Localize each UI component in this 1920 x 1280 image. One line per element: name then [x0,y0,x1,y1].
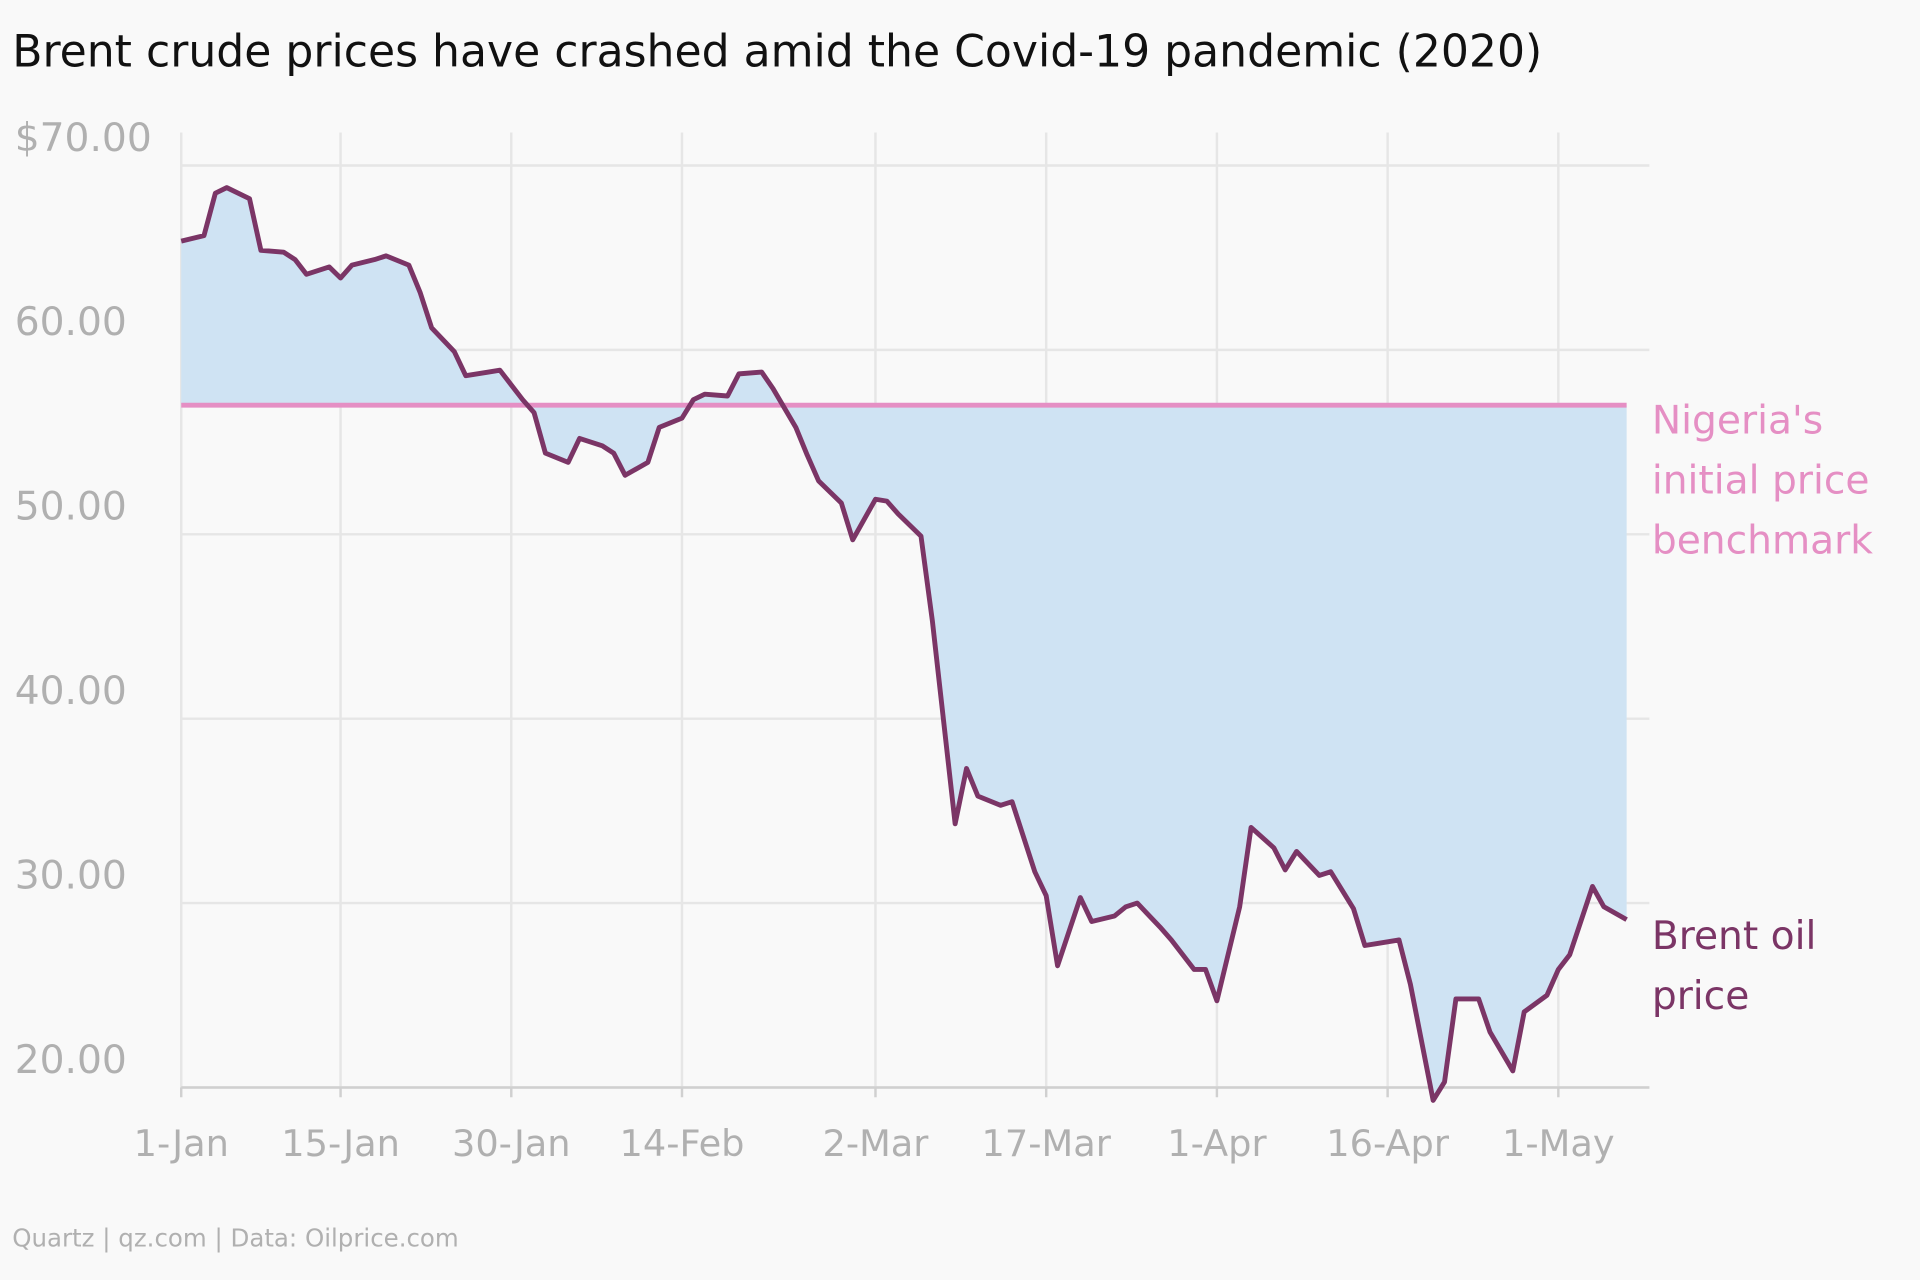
x-tick-label: 1-May [1502,1122,1615,1165]
source: Quartz | qz.com | Data: Oilprice.com [12,1224,459,1253]
benchmark-label: Nigeria's initial price benchmark [1652,399,1873,564]
x-tick-label: 16-Apr [1326,1122,1450,1165]
y-tick-label: $70.00 [15,116,152,161]
gap-area [181,187,1627,1101]
x-tick-label: 2-Mar [823,1122,930,1165]
y-tick-label: 20.00 [15,1038,127,1083]
y-tick-label: 30.00 [15,853,127,898]
series-label: Brent oil price [1652,914,1817,1019]
x-tick-label: 1-Jan [134,1122,229,1165]
x-tick-label: 14-Feb [620,1122,745,1165]
y-tick-label: 60.00 [15,300,127,345]
x-tick-label: 17-Mar [982,1122,1112,1165]
y-tick-label: 50.00 [15,485,127,530]
price-line [180,185,1628,1103]
x-tick-label: 30-Jan [452,1122,571,1165]
x-tick-label: 15-Jan [281,1122,400,1165]
chart-title: Brent crude prices have crashed amid the… [12,26,1542,77]
x-tick-label: 1-Apr [1167,1122,1267,1165]
y-tick-label: 40.00 [15,669,127,714]
